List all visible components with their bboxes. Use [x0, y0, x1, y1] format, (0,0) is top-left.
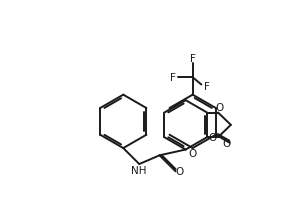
Text: F: F: [190, 53, 196, 63]
Text: F: F: [204, 82, 209, 91]
Text: O: O: [215, 103, 224, 113]
Text: O: O: [222, 138, 230, 148]
Text: O: O: [209, 132, 217, 143]
Text: O: O: [188, 149, 197, 159]
Text: F: F: [170, 73, 176, 83]
Text: NH: NH: [132, 165, 147, 175]
Text: O: O: [176, 166, 184, 176]
